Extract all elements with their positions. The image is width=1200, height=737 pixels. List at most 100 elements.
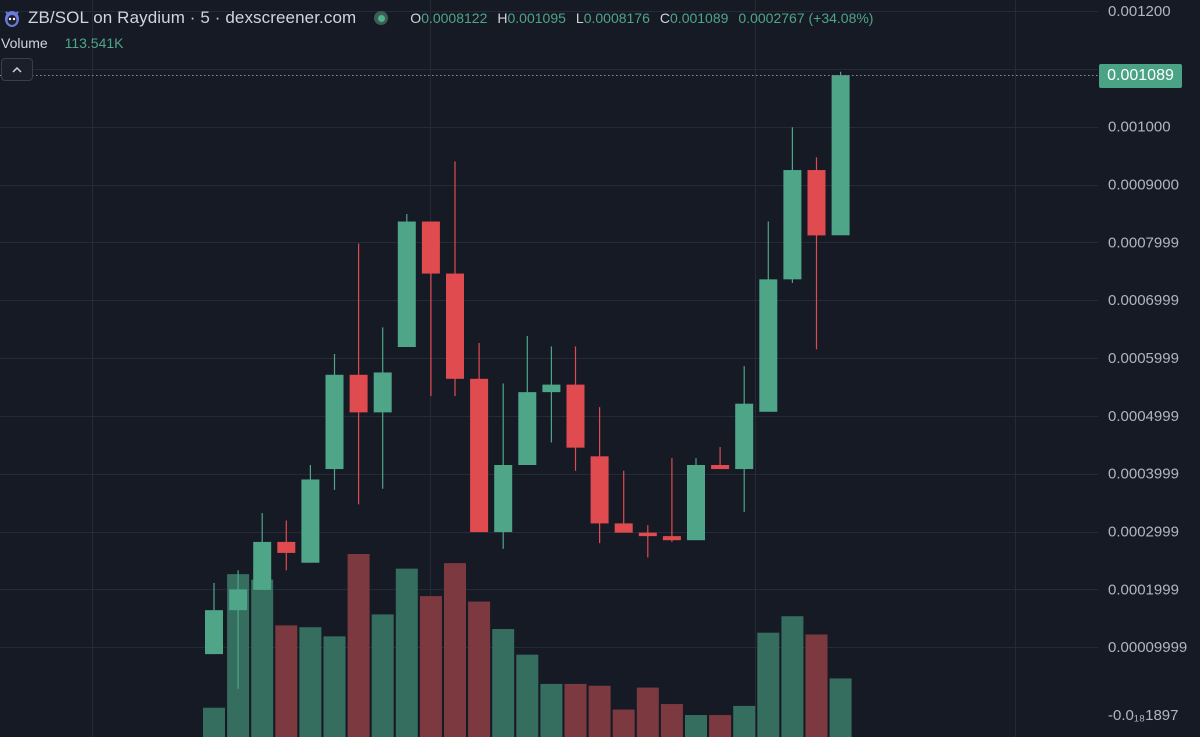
candle-body [831,75,850,236]
candle-body [470,378,489,533]
close-value: 0.001089 [670,10,729,26]
volume-bar [685,715,707,737]
price-tick-label: 0.0007999 [1108,234,1179,251]
candle-body [566,384,585,448]
candle-body [421,221,440,274]
chart-title: ZB/SOL on Raydium · 5 · dexscreener.com [28,8,357,27]
volume-bar [516,654,539,737]
price-tick-label: 0.0001999 [1108,581,1179,598]
chart-header: ZB/SOL on Raydium · 5 · dexscreener.com … [0,7,873,29]
candle-body [205,610,223,655]
candle-body [759,279,778,412]
volume-bar [275,625,298,737]
candle-body [373,372,392,413]
candle-body [446,273,464,379]
candle-body [807,170,826,236]
candle[interactable] [205,582,223,655]
price-tick-label: 0.001000 [1108,119,1171,136]
candle[interactable] [783,127,802,283]
candle[interactable] [325,353,344,490]
volume-bar [323,636,346,737]
volume-bar [612,709,635,737]
candle[interactable] [518,336,537,465]
candle[interactable] [421,221,440,397]
candle[interactable] [807,157,826,350]
volume-bar [660,704,683,737]
price-tick-label: 0.0002999 [1108,524,1179,541]
candle[interactable] [831,71,850,236]
change-value: 0.0002767 (+34.08%) [738,10,874,26]
candle-body [662,536,681,541]
mascot-logo-icon [5,11,19,27]
candle[interactable] [711,447,730,470]
candle-body [590,456,609,524]
volume-value: 113.541K [64,35,124,51]
candle[interactable] [446,161,464,397]
price-tick-label: 0.0009000 [1108,177,1179,194]
candle-body [325,374,344,470]
high-label: H [497,10,508,26]
volume-bar [540,683,563,737]
price-tick-label: 0.0005999 [1108,350,1179,367]
candle[interactable] [373,327,392,489]
candle-body [277,541,296,553]
candle-body [542,384,561,393]
price-axis[interactable]: 0.0012000.0011??0.0010000.00090000.00079… [1108,3,1187,724]
market-status-icon [374,11,389,25]
volume-bar [805,634,828,737]
volume-bar [299,627,322,737]
candle[interactable] [470,342,489,533]
volume-bar [829,678,852,737]
candle[interactable] [494,383,513,549]
close-label: C [659,10,671,26]
chevron-up-icon [12,66,22,73]
volume-bar [709,715,732,737]
low-value: 0.0008176 [583,10,650,26]
volume-bar [371,614,394,737]
candle[interactable] [638,525,657,558]
high-value: 0.001095 [507,10,566,26]
ohlc-readout: O 0.0008122 H 0.001095 L 0.0008176 C 0.0… [410,10,873,26]
candle[interactable] [759,221,778,412]
candle[interactable] [687,458,705,541]
candle[interactable] [277,520,296,571]
volume-bar [636,687,659,737]
candle[interactable] [542,346,561,443]
candle[interactable] [397,213,416,348]
candle[interactable] [566,346,585,471]
candle-body [253,541,272,590]
volume-bar [444,563,466,737]
volume-bar [588,685,611,737]
price-tick-label: -0.0₁₈1897 [1108,707,1179,724]
candle-body [301,479,320,563]
volume-label: Volume [1,35,48,51]
price-tick-label: 0.0003999 [1108,466,1179,483]
volume-bars [203,554,852,737]
candle[interactable] [590,407,609,544]
volume-bar [251,579,274,737]
candle[interactable] [229,570,248,689]
candle[interactable] [349,243,368,505]
volume-bar [757,632,780,737]
price-tick-label: 0.0004999 [1108,408,1179,425]
candle[interactable] [253,513,272,590]
candle[interactable] [662,458,681,542]
candle[interactable] [614,470,633,533]
candle-body [494,464,513,533]
candle-body [397,221,416,348]
price-tick-label: 0.00009999 [1108,639,1187,656]
volume-bar [733,705,756,737]
candle-body [638,532,657,537]
candle-body [783,170,802,280]
collapse-legend-button[interactable] [1,58,33,81]
candle[interactable] [735,366,754,512]
volume-bar [564,683,587,737]
candle[interactable] [301,464,320,563]
low-label: L [575,10,584,26]
volume-bar [468,601,491,737]
volume-bar [781,616,804,737]
grid-lines [0,0,1098,737]
volume-bar [203,707,225,737]
candle-body [229,589,248,611]
candle-body [711,464,730,470]
